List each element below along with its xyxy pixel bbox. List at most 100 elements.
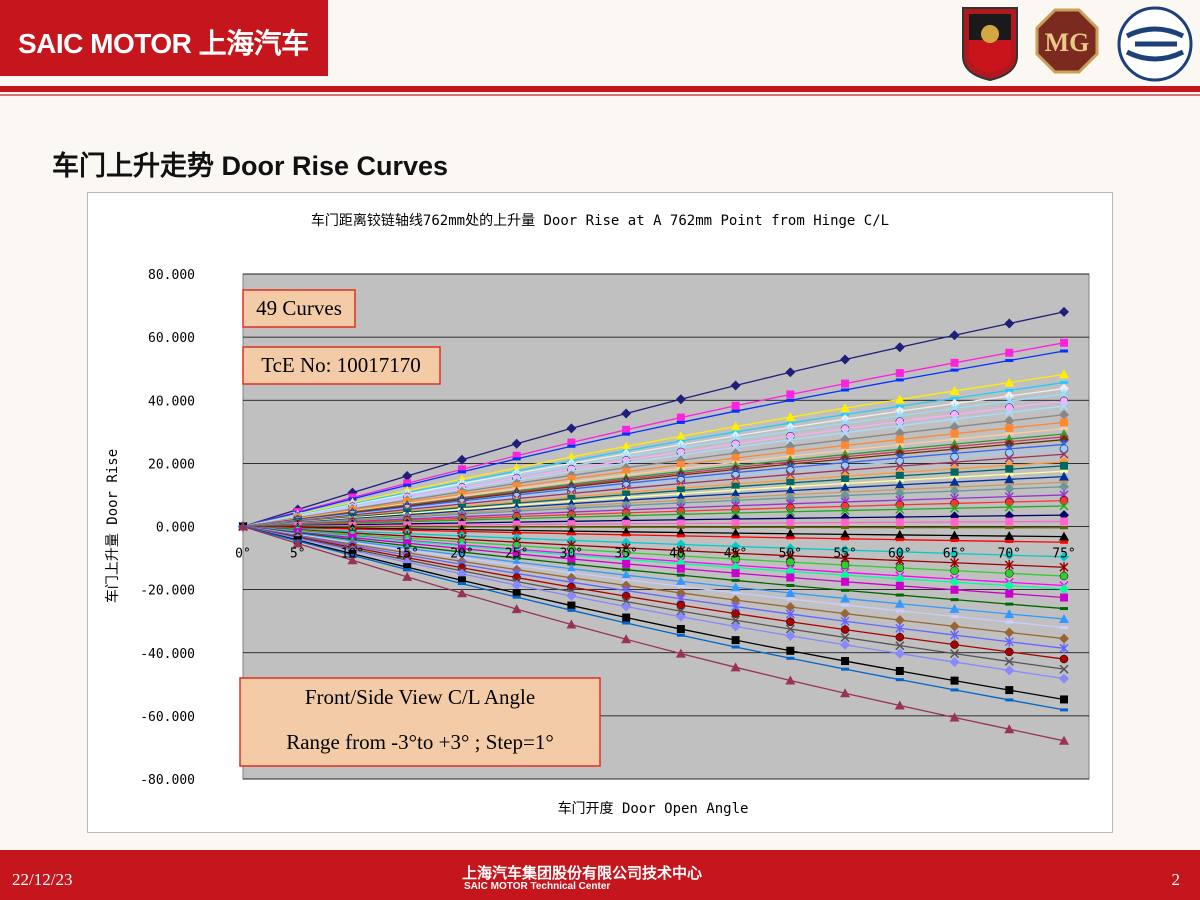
- footer-org-en: SAIC MOTOR Technical Center: [464, 881, 611, 892]
- series-point: [785, 609, 795, 620]
- x-tick-label: 10°: [341, 547, 364, 562]
- series-point: [1005, 388, 1014, 392]
- series-point: [840, 625, 850, 634]
- series-point: [840, 639, 851, 650]
- series-point: [895, 504, 905, 514]
- series-point: [730, 488, 741, 498]
- series-point: [950, 518, 959, 527]
- series-point: [950, 640, 959, 649]
- series-point: [950, 358, 959, 367]
- series-point: [403, 539, 412, 548]
- series-point: [785, 675, 796, 685]
- series-point: [895, 623, 905, 634]
- series-point: [1059, 496, 1069, 505]
- annotation-box-curves: [242, 289, 356, 328]
- series-point: [1060, 540, 1068, 544]
- footer-band: 22/12/23 上海汽车集团股份有限公司技术中心 SAIC MOTOR Tec…: [0, 850, 1200, 900]
- page-title: 车门上升走势 Door Rise Curves: [52, 151, 449, 181]
- y-tick-label: -80.000: [140, 773, 195, 788]
- series-point: [621, 634, 632, 644]
- series-point: [895, 526, 904, 530]
- series-point: [731, 508, 741, 518]
- series-line: [242, 481, 1065, 528]
- series-line: [242, 505, 1065, 528]
- x-tick-label: 25°: [505, 547, 528, 562]
- series-point: [1004, 724, 1015, 734]
- series-point: [841, 388, 850, 392]
- series-point: [1059, 501, 1069, 511]
- series-line: [242, 470, 1065, 528]
- series-point: [895, 518, 904, 527]
- series-point: [840, 403, 851, 413]
- series-point: [785, 435, 795, 445]
- series-point: [895, 632, 905, 642]
- series-point: [676, 420, 685, 424]
- series-point: [1004, 407, 1014, 417]
- series-line: [242, 453, 1065, 528]
- series-point: [1004, 415, 1015, 426]
- series-point: [894, 546, 905, 557]
- series-point: [1060, 695, 1068, 704]
- series-line: [242, 525, 1065, 670]
- series-point: [512, 457, 521, 461]
- series-point: [1005, 517, 1014, 526]
- series-point: [622, 519, 631, 528]
- series-line: [242, 525, 1065, 590]
- x-tick-label: 5°: [290, 547, 306, 562]
- series-point: [949, 548, 960, 559]
- series-point: [895, 378, 904, 382]
- series-point: [456, 454, 467, 465]
- series-point: [457, 470, 466, 474]
- series-point: [457, 465, 466, 474]
- series-point: [675, 491, 686, 501]
- x-tick-label: 65°: [943, 547, 966, 562]
- series-point: [622, 432, 631, 436]
- series-point: [731, 609, 740, 618]
- series-point: [1060, 526, 1068, 530]
- x-tick-label: 35°: [614, 547, 637, 562]
- series-line: [242, 387, 1065, 528]
- x-tick-label: 50°: [779, 547, 802, 562]
- series-point: [895, 593, 904, 597]
- series-point: [840, 688, 851, 698]
- series-line: [242, 393, 1065, 528]
- series-point: [786, 398, 795, 402]
- annotation-view: Front/Side View C/L Angle: [305, 685, 535, 709]
- series-line: [242, 525, 1065, 711]
- series-point: [567, 532, 576, 536]
- series-line: [242, 439, 1065, 528]
- series-point: [1005, 569, 1014, 578]
- series-point: [895, 678, 904, 682]
- annotation-range: Range from -3°to +3° ; Step=1°: [286, 730, 554, 754]
- series-point: [785, 587, 796, 597]
- series-point: [1059, 613, 1069, 623]
- series-line: [242, 461, 1065, 528]
- series-point: [1059, 401, 1069, 411]
- series-point: [512, 520, 521, 529]
- series-point: [622, 559, 631, 568]
- series-point: [894, 700, 905, 710]
- series-line: [242, 525, 1065, 558]
- series-point: [1004, 656, 1014, 666]
- series-point: [840, 506, 850, 516]
- series-point: [457, 576, 466, 585]
- series-point: [950, 630, 960, 641]
- series-point: [676, 413, 685, 422]
- series-point: [841, 588, 850, 592]
- series-point: [840, 512, 851, 523]
- series-line: [242, 475, 1065, 528]
- series-point: [676, 564, 685, 573]
- series-point: [950, 468, 959, 477]
- series-point: [949, 577, 960, 588]
- series-point: [675, 539, 686, 550]
- series-point: [1005, 686, 1014, 695]
- series-point: [895, 435, 904, 444]
- series-point: [840, 490, 851, 501]
- series-point: [894, 648, 905, 659]
- series-point: [841, 518, 850, 527]
- y-tick-label: -60.000: [140, 710, 195, 725]
- x-tick-label: 70°: [998, 547, 1021, 562]
- series-point: [731, 482, 740, 491]
- series-point: [1059, 654, 1069, 664]
- series-point: [949, 421, 960, 432]
